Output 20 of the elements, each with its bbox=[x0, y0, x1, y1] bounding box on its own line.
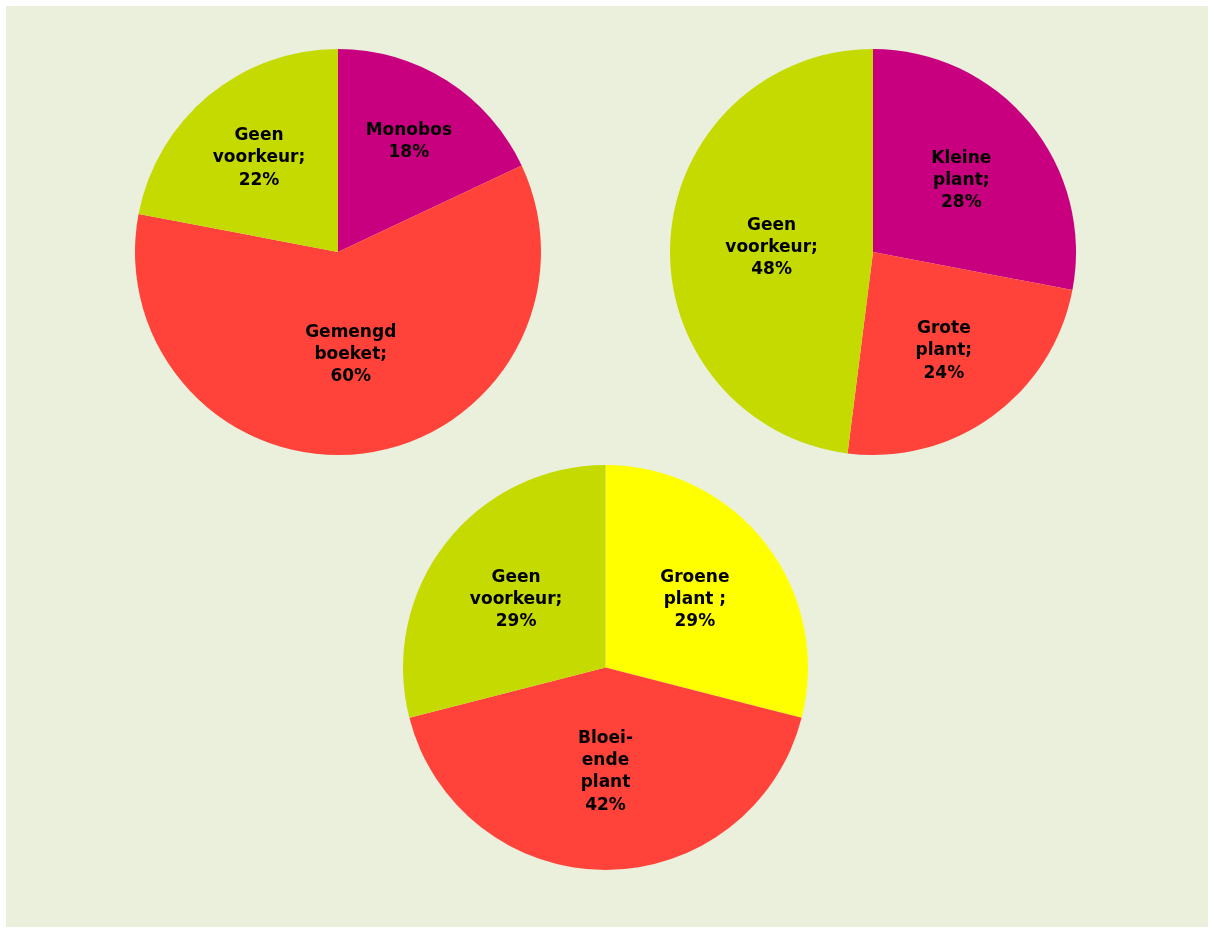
slice-label: Geen voorkeur; 48% bbox=[725, 213, 818, 278]
pie-slice bbox=[409, 667, 802, 870]
pie-slice bbox=[338, 49, 522, 252]
pie-slice bbox=[135, 165, 541, 455]
slice-label: Kleine plant; 28% bbox=[931, 146, 992, 212]
pie-slice bbox=[403, 465, 606, 718]
slice-label: Grote plant; 24% bbox=[915, 317, 973, 382]
slice-label: Bloei- ende plant bbox=[578, 727, 633, 792]
pie-slice bbox=[138, 49, 338, 252]
data-label: 18% bbox=[388, 141, 430, 162]
pie-slice bbox=[873, 49, 1076, 291]
pie-slice bbox=[670, 49, 873, 454]
slice-label: Groene plant ; 29% bbox=[660, 566, 730, 631]
slice-label: Geen voorkeur; 22% bbox=[212, 124, 306, 189]
slice-label: Gemengd boeket; 60% bbox=[305, 320, 397, 385]
slice-label: Geen voorkeur; 29% bbox=[469, 566, 563, 631]
pie-slice bbox=[847, 252, 1073, 455]
data-label: 42% bbox=[585, 793, 626, 814]
slice-label: Monobos bbox=[365, 119, 452, 140]
pie-slice bbox=[605, 465, 808, 718]
